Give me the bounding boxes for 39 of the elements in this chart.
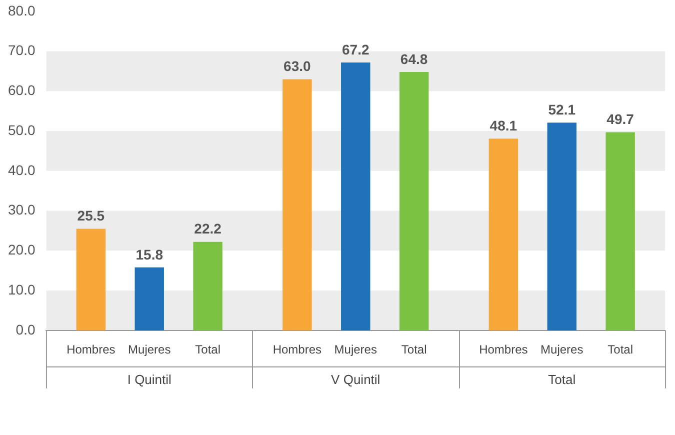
y-tick-label: 40.0 [8, 162, 36, 178]
data-label: 52.1 [548, 102, 576, 118]
text: Mujeres [334, 342, 377, 357]
bar [282, 79, 312, 330]
y-tick-label: 50.0 [8, 122, 36, 138]
series-label: Total [195, 342, 220, 357]
bar [488, 138, 518, 330]
bar [606, 132, 635, 330]
bar [399, 72, 429, 330]
series-label: Hombres [272, 342, 322, 357]
data-label: 63.0 [284, 58, 312, 74]
data-label: 48.1 [490, 117, 518, 134]
bar [134, 267, 164, 330]
bar [341, 62, 370, 330]
x-tick-label: Total [548, 372, 576, 387]
data-label: 64.8 [400, 50, 428, 67]
bar [547, 122, 576, 330]
bar [193, 242, 222, 330]
x-tick-label: I Quintil [127, 372, 172, 387]
bar [76, 228, 106, 330]
text: Mujeres [540, 342, 584, 357]
data-label: 15.8 [136, 246, 164, 262]
series-label: Mujeres [128, 342, 171, 357]
text: Hombres [66, 342, 116, 357]
text: Total [401, 342, 427, 357]
data-label: 22.2 [194, 220, 222, 237]
y-tick-label: 70.0 [8, 42, 36, 58]
y-tick-label: 0.0 [16, 321, 36, 338]
y-tick-label: 10.0 [8, 281, 36, 298]
text: Total [608, 342, 633, 357]
text: Hombres [479, 342, 528, 357]
y-tick-label: 60.0 [8, 82, 36, 98]
data-label: 49.7 [606, 111, 634, 128]
y-tick-label: 30.0 [8, 202, 36, 218]
x-tick-label: V Quintil [331, 372, 380, 387]
y-tick-label: 80.0 [8, 2, 36, 18]
y-tick-label: 20.0 [8, 242, 36, 258]
data-label: 25.5 [77, 208, 105, 224]
data-label: 67.2 [342, 41, 370, 58]
